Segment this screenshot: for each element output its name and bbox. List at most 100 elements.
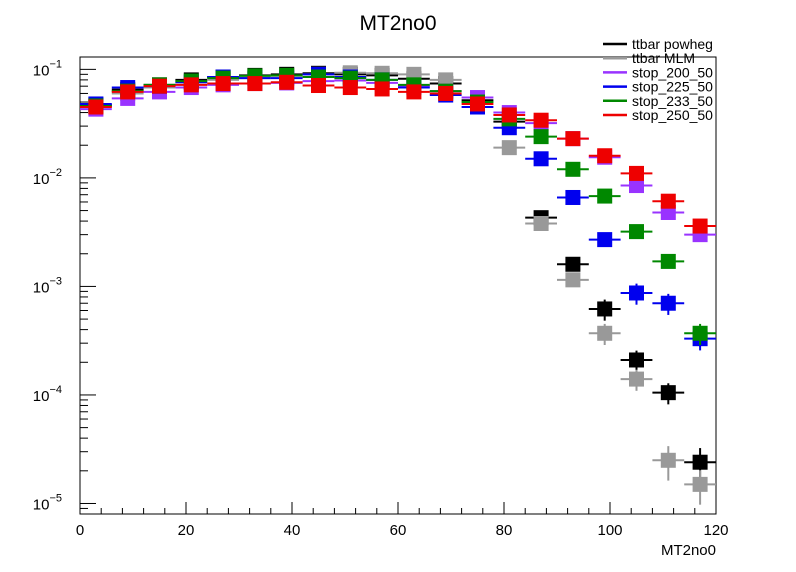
marker (629, 224, 644, 240)
chart-title: MT2no0 (359, 12, 436, 35)
data-point (143, 78, 176, 94)
marker (629, 352, 644, 368)
data-point (588, 323, 621, 345)
data-point (588, 188, 621, 204)
data-point (111, 84, 144, 100)
y-tick-label: 10−2 (33, 167, 62, 188)
marker (501, 140, 517, 156)
marker (660, 204, 676, 220)
series-ttbar-powheg (80, 65, 716, 483)
legend-label: ttbar powheg (632, 36, 713, 52)
data-point (557, 272, 589, 288)
marker (660, 452, 676, 468)
marker (152, 78, 167, 94)
marker (660, 253, 676, 269)
data-point (270, 74, 303, 90)
marker (692, 325, 708, 341)
data-point (620, 224, 653, 240)
marker (660, 295, 676, 311)
marker (597, 301, 613, 317)
marker (660, 385, 676, 401)
legend-label: stop_200_50 (632, 64, 713, 80)
data-point (334, 80, 367, 96)
data-point (398, 84, 430, 100)
marker (533, 216, 549, 232)
marker (247, 76, 263, 92)
legend-label: stop_250_50 (632, 107, 713, 123)
y-tick-label: 10−1 (33, 58, 62, 79)
marker (597, 188, 613, 204)
marker (629, 285, 644, 301)
data-point (652, 383, 685, 405)
marker (438, 72, 454, 88)
data-point (557, 131, 589, 147)
data-point (207, 76, 239, 92)
data-point (493, 107, 526, 123)
x-tick-label: 60 (390, 522, 407, 539)
marker (533, 151, 549, 167)
marker (597, 148, 613, 164)
data-point (429, 72, 462, 88)
marker (565, 256, 581, 272)
marker (629, 371, 644, 387)
data-point (557, 161, 589, 177)
data-point (684, 323, 716, 345)
marker (120, 84, 136, 100)
legend-item: ttbar powheg (603, 36, 713, 52)
data-point (652, 204, 685, 220)
marker (501, 107, 517, 123)
legend-item: stop_225_50 (603, 79, 713, 95)
marker (533, 129, 549, 145)
marker (88, 99, 104, 115)
data-point (366, 81, 398, 97)
x-axis: 0 20 40 60 80 100 120 (76, 502, 729, 539)
data-point (80, 99, 112, 115)
marker (438, 85, 454, 101)
y-axis: 10−5 10−4 10−3 10−2 10−1 (33, 58, 96, 515)
x-tick-label: 100 (597, 522, 622, 539)
series-layer (80, 65, 716, 505)
data-point (493, 140, 526, 156)
data-point (620, 165, 653, 181)
x-tick-label: 120 (703, 522, 728, 539)
series-stop-225-50 (80, 66, 716, 351)
data-point (620, 178, 653, 194)
data-point (652, 193, 685, 209)
legend-item: ttbar MLM (603, 50, 695, 66)
data-point (684, 470, 716, 505)
marker (629, 165, 644, 181)
data-point (175, 77, 208, 93)
legend-label: stop_225_50 (632, 79, 713, 95)
data-point (429, 85, 462, 101)
marker (311, 78, 326, 94)
marker (215, 76, 231, 92)
data-point (525, 112, 557, 128)
data-point (302, 78, 335, 94)
series-stop-250-50 (80, 74, 716, 234)
marker (565, 161, 581, 177)
data-point (588, 299, 621, 321)
data-point (557, 256, 589, 272)
marker (470, 96, 485, 112)
data-point (620, 350, 653, 372)
y-tick-label: 10−4 (33, 384, 62, 405)
marker (660, 193, 676, 209)
legend-label: ttbar MLM (632, 50, 695, 66)
marker (597, 325, 613, 341)
marker (183, 77, 199, 93)
data-point (461, 96, 494, 112)
x-tick-label: 80 (496, 522, 513, 539)
series-ttbar-mlm (80, 65, 716, 505)
marker (533, 112, 549, 128)
data-point (588, 232, 621, 248)
data-point (588, 148, 621, 164)
legend-item: stop_250_50 (603, 107, 713, 123)
marker (565, 189, 581, 205)
marker (597, 232, 613, 248)
legend-label: stop_233_50 (632, 93, 713, 109)
data-point (652, 293, 685, 315)
y-tick-label: 10−5 (33, 492, 62, 513)
series-stop-200-50 (80, 72, 716, 243)
